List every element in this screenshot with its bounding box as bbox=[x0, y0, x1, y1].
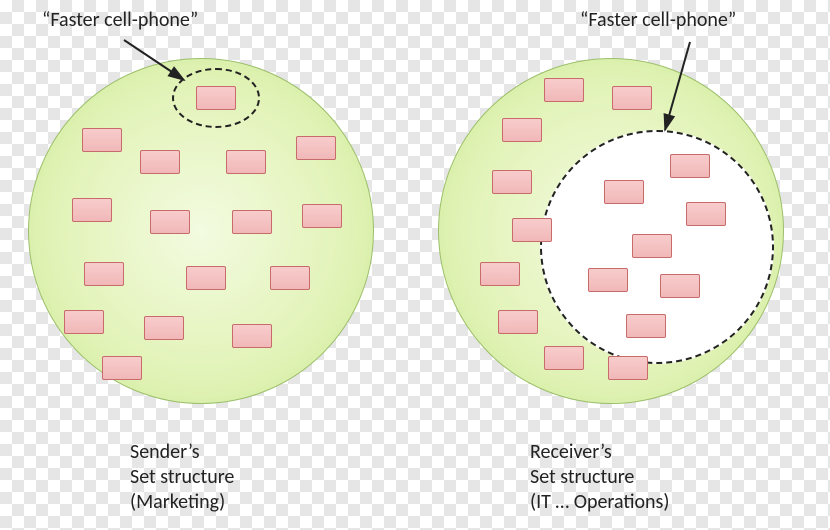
right-callout-arrow bbox=[0, 0, 830, 530]
diagram-stage: “Faster cell-phone” “Faster cell-phone” … bbox=[0, 0, 830, 530]
